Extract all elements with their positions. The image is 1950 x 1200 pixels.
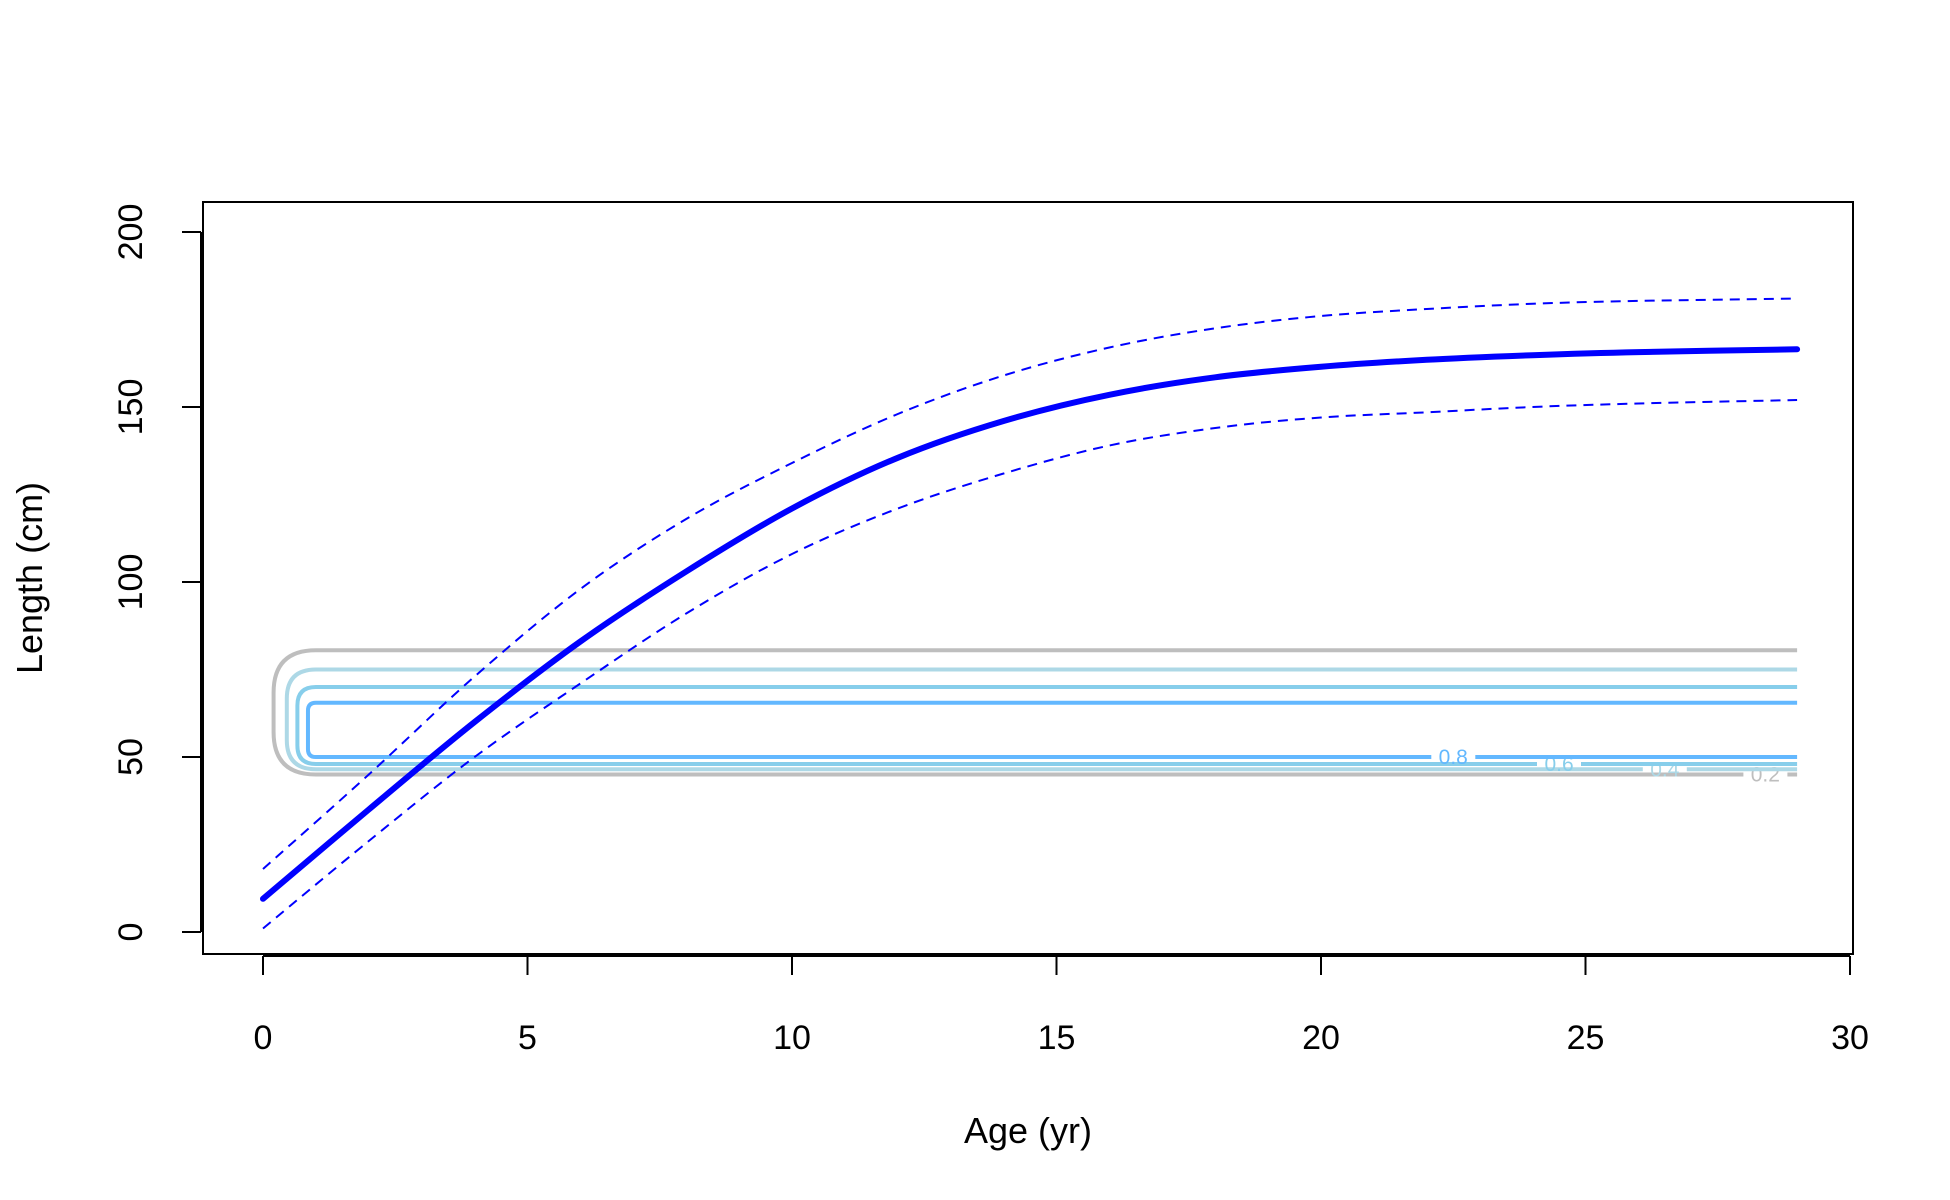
x-tick-label: 25 [1567, 1019, 1605, 1057]
x-axis: 0 5 10 15 20 25 30 [254, 955, 1869, 1057]
confidence-bound-line-1 [262, 297, 1798, 870]
series-layer [260, 297, 1801, 930]
y-tick-label: 150 [112, 379, 150, 436]
contour-label-2: 0.4 [1650, 758, 1680, 781]
y-axis: 0 50 100 150 200 [112, 204, 202, 942]
contour-label-1: 0.2 [1751, 764, 1780, 787]
x-tick-label: 30 [1831, 1019, 1869, 1057]
x-tick-label: 15 [1038, 1019, 1076, 1057]
y-axis-title: Length (cm) [9, 482, 50, 674]
y-tick-label: 200 [112, 204, 150, 261]
y-tick-label: 100 [112, 554, 150, 611]
x-tick-label: 5 [518, 1019, 537, 1057]
confidence-bound-line-2 [262, 399, 1798, 930]
contour-line-4 [305, 700, 1798, 759]
x-tick-label: 0 [254, 1019, 273, 1057]
x-tick-label: 10 [773, 1019, 811, 1057]
contour-line-2 [284, 667, 1798, 772]
contour-layer: 0.20.40.60.8 [271, 648, 1798, 787]
y-tick-label: 0 [112, 923, 150, 942]
x-tick-label: 20 [1302, 1019, 1340, 1057]
contour-line-3 [295, 685, 1798, 766]
contour-label-4: 0.8 [1439, 746, 1468, 769]
plot-frame [202, 201, 1854, 955]
growth-curve-line [260, 346, 1801, 902]
contour-line-1 [271, 648, 1798, 777]
x-axis-title: Age (yr) [964, 1110, 1092, 1151]
y-tick-label: 50 [112, 738, 150, 776]
